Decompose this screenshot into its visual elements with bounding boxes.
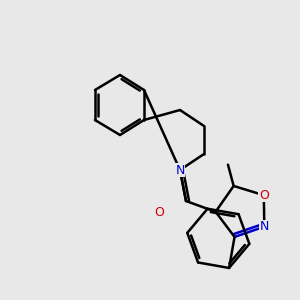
Text: O: O [259, 189, 269, 202]
Text: N: N [175, 164, 185, 176]
Text: O: O [154, 206, 164, 218]
Text: N: N [260, 220, 269, 233]
